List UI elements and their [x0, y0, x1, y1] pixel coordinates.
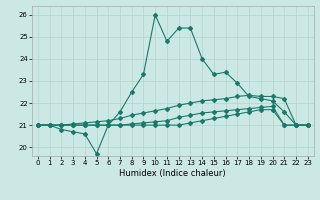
X-axis label: Humidex (Indice chaleur): Humidex (Indice chaleur)	[119, 169, 226, 178]
